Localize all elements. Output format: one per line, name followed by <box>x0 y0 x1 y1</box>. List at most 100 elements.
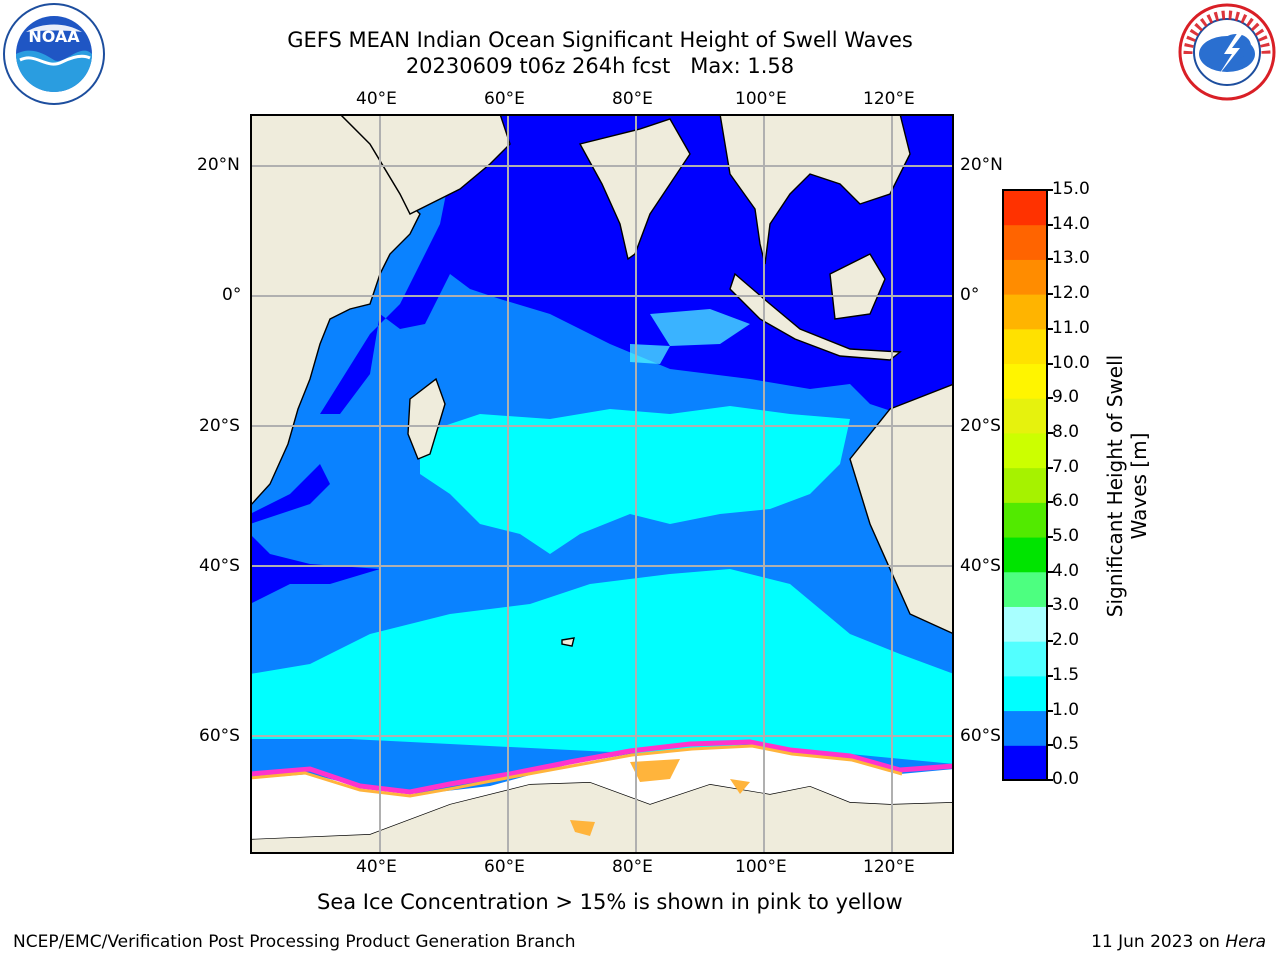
colorbar-segment <box>1003 190 1047 226</box>
colorbar-tick-label: 13.0 <box>1052 248 1090 269</box>
colorbar-tick-mark <box>1047 501 1053 504</box>
sea-ice-orange-patches <box>570 759 750 836</box>
colorbar-tick-label: 4.0 <box>1052 560 1080 581</box>
colorbar-tick-label: 12.0 <box>1052 283 1090 304</box>
producer-credit: NCEP/EMC/Verification Post Processing Pr… <box>13 932 576 952</box>
colorbar-tick-label: 11.0 <box>1052 317 1090 338</box>
colorbar-segment <box>1003 398 1047 434</box>
lat-label-right-0: 0° <box>960 285 980 305</box>
indochina <box>719 114 911 265</box>
colorbar-segment <box>1003 675 1047 712</box>
colorbar-label: Significant Height of Swell Waves [m] <box>1103 326 1151 646</box>
chart-subtitle: 20230609 t06z 264h fcst Max: 1.58 <box>405 54 795 78</box>
colorbar-segment <box>1003 259 1047 295</box>
lon-label-top-100e: 100°E <box>735 89 787 109</box>
colorbar-tick-label: 1.0 <box>1052 699 1080 720</box>
lon-label-bottom-100e: 100°E <box>735 857 787 877</box>
colorbar-segment <box>1003 571 1047 607</box>
arabian-peninsula <box>339 114 511 215</box>
lat-label-left-40s: 40°S <box>199 556 240 576</box>
lon-label-bottom-120e: 120°E <box>863 857 915 877</box>
colorbar-tick-mark <box>1047 327 1053 330</box>
colorbar-segment <box>1003 537 1047 573</box>
lon-label-bottom-80e: 80°E <box>612 857 653 877</box>
noaa-logo-text: NOAA <box>28 27 80 46</box>
lon-label-top-120e: 120°E <box>863 89 915 109</box>
colorbar-tick-mark <box>1047 258 1053 261</box>
lat-label-right-60s: 60°S <box>960 726 1001 746</box>
colorbar-tick-label: 15.0 <box>1052 179 1090 199</box>
chart-title: GEFS MEAN Indian Ocean Significant Heigh… <box>287 28 913 52</box>
colorbar-segment <box>1003 467 1047 503</box>
colorbar-tick-mark <box>1047 397 1053 400</box>
colorbar <box>1002 189 1048 781</box>
sea-ice-note: Sea Ice Concentration > 15% is shown in … <box>317 890 903 914</box>
colorbar-segment <box>1003 224 1047 260</box>
lat-label-left-0: 0° <box>222 285 242 305</box>
map-border <box>250 114 954 854</box>
colorbar-segment <box>1003 641 1047 677</box>
low-swell-region-west <box>250 464 380 604</box>
colorbar-tick-label: 14.0 <box>1052 213 1090 234</box>
madagascar <box>407 377 446 460</box>
colorbar-label-line2: Waves [m] <box>1127 432 1151 540</box>
colorbar-tick-mark <box>1047 605 1053 608</box>
lat-label-left-60s: 60°S <box>199 726 240 746</box>
colorbar-tick-label: 9.0 <box>1052 387 1080 408</box>
colorbar-segment <box>1003 606 1047 642</box>
colorbar-tick-mark <box>1047 744 1053 747</box>
lat-label-right-40s: 40°S <box>960 556 1001 576</box>
colorbar-segment <box>1003 328 1047 365</box>
colorbar-tick-mark <box>1047 570 1053 573</box>
lon-label-bottom-40e: 40°E <box>356 857 397 877</box>
colorbar-tick-label: 0.0 <box>1052 769 1080 789</box>
colorbar-tick-mark <box>1047 466 1053 469</box>
colorbar-segment <box>1003 432 1047 469</box>
colorbar-tick-label: 8.0 <box>1052 421 1080 442</box>
swell-height-map <box>250 114 954 854</box>
lat-label-right-20n: 20°N <box>960 155 1003 175</box>
colorbar-segment <box>1003 502 1047 538</box>
colorbar-tick-mark <box>1047 709 1053 712</box>
colorbar-tick-label: 0.5 <box>1052 734 1080 755</box>
colorbar-tick-mark <box>1047 674 1053 677</box>
lat-label-right-20s: 20°S <box>960 416 1001 436</box>
colorbar-tick-mark <box>1047 640 1053 643</box>
colorbar-segment <box>1003 745 1047 781</box>
generation-machine: Hera <box>1225 932 1266 952</box>
lat-label-left-20s: 20°S <box>199 416 240 436</box>
colorbar-segment <box>1003 363 1047 399</box>
generation-timestamp: 11 Jun 2023 on Hera <box>1091 932 1266 952</box>
colorbar-tick-mark <box>1047 431 1053 434</box>
generation-date: 11 Jun 2023 on <box>1091 932 1226 952</box>
colorbar-label-line1: Significant Height of Swell <box>1103 354 1127 618</box>
lon-label-top-60e: 60°E <box>484 89 525 109</box>
lat-label-left-20n: 20°N <box>197 155 240 175</box>
sea-ice-pink-edge <box>250 739 954 795</box>
nws-logo <box>1178 3 1276 101</box>
lat-lon-grid <box>250 114 954 854</box>
moderate-swell-patch-north <box>630 309 750 364</box>
colorbar-tick-label: 1.5 <box>1052 664 1080 685</box>
lon-label-bottom-60e: 60°E <box>484 857 525 877</box>
sea-ice-white <box>250 746 954 839</box>
colorbar-tick-mark <box>1047 362 1053 365</box>
colorbar-tick-label: 5.0 <box>1052 526 1080 547</box>
australia <box>849 383 954 635</box>
colorbar-tick-mark <box>1047 293 1053 296</box>
colorbar-tick-label: 3.0 <box>1052 595 1080 616</box>
colorbar-tick-label: 7.0 <box>1052 456 1080 477</box>
colorbar-segment <box>1003 294 1047 330</box>
noaa-logo: NOAA <box>3 3 105 105</box>
colorbar-tick-label: 10.0 <box>1052 352 1090 373</box>
kerguelen <box>561 637 575 647</box>
colorbar-tick-mark <box>1047 189 1053 191</box>
sea-ice-orange-edge <box>250 744 903 798</box>
colorbar-tick-mark <box>1047 779 1053 781</box>
colorbar-tick-label: 2.0 <box>1052 630 1080 651</box>
colorbar-tick-label: 6.0 <box>1052 491 1080 512</box>
lon-label-top-80e: 80°E <box>612 89 653 109</box>
colorbar-border <box>1002 189 1048 781</box>
moderate-swell-band-south <box>250 569 954 764</box>
colorbar-segment <box>1003 710 1047 746</box>
